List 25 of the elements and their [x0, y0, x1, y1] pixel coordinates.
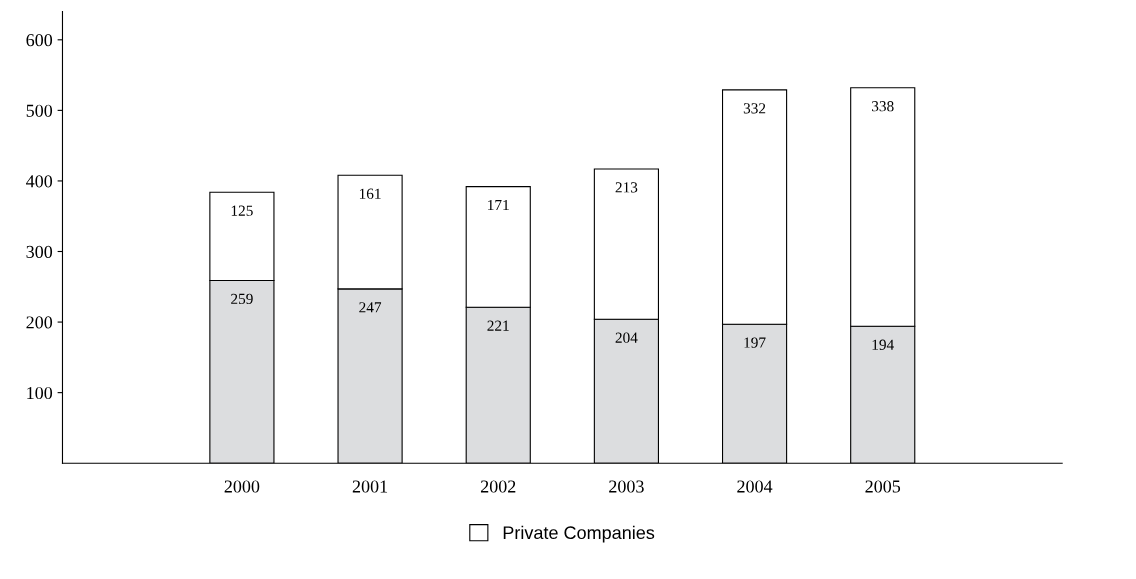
x-tick-label: 2003 — [609, 480, 644, 493]
data-label: 247 — [359, 302, 382, 313]
data-label: 161 — [359, 188, 381, 199]
data-label: 259 — [231, 293, 253, 305]
data-label: 171 — [488, 199, 509, 211]
x-tick-label: 2004 — [737, 480, 773, 493]
data-label: 204 — [615, 332, 638, 343]
data-label: 332 — [743, 103, 766, 114]
data-label: 197 — [744, 337, 766, 348]
data-label: 194 — [872, 339, 894, 350]
x-tick-label: 2005 — [865, 480, 901, 493]
data-label: 221 — [487, 320, 509, 331]
y-tick-label: 500 — [26, 104, 53, 117]
x-tick-label: 2001 — [352, 480, 388, 493]
y-tick-label: 300 — [26, 245, 53, 258]
x-tick-label: 2000 — [224, 480, 260, 493]
data-label: 213 — [615, 182, 638, 193]
y-tick-label: 400 — [26, 175, 53, 188]
y-tick-label: 100 — [27, 386, 53, 400]
y-tick-label: 600 — [26, 34, 53, 47]
x-tick-label: 2002 — [480, 480, 516, 493]
data-label: 338 — [872, 101, 894, 112]
y-tick-label: 200 — [26, 316, 53, 329]
data-label: 125 — [231, 205, 253, 216]
legend-label: Private Companies — [503, 525, 655, 543]
